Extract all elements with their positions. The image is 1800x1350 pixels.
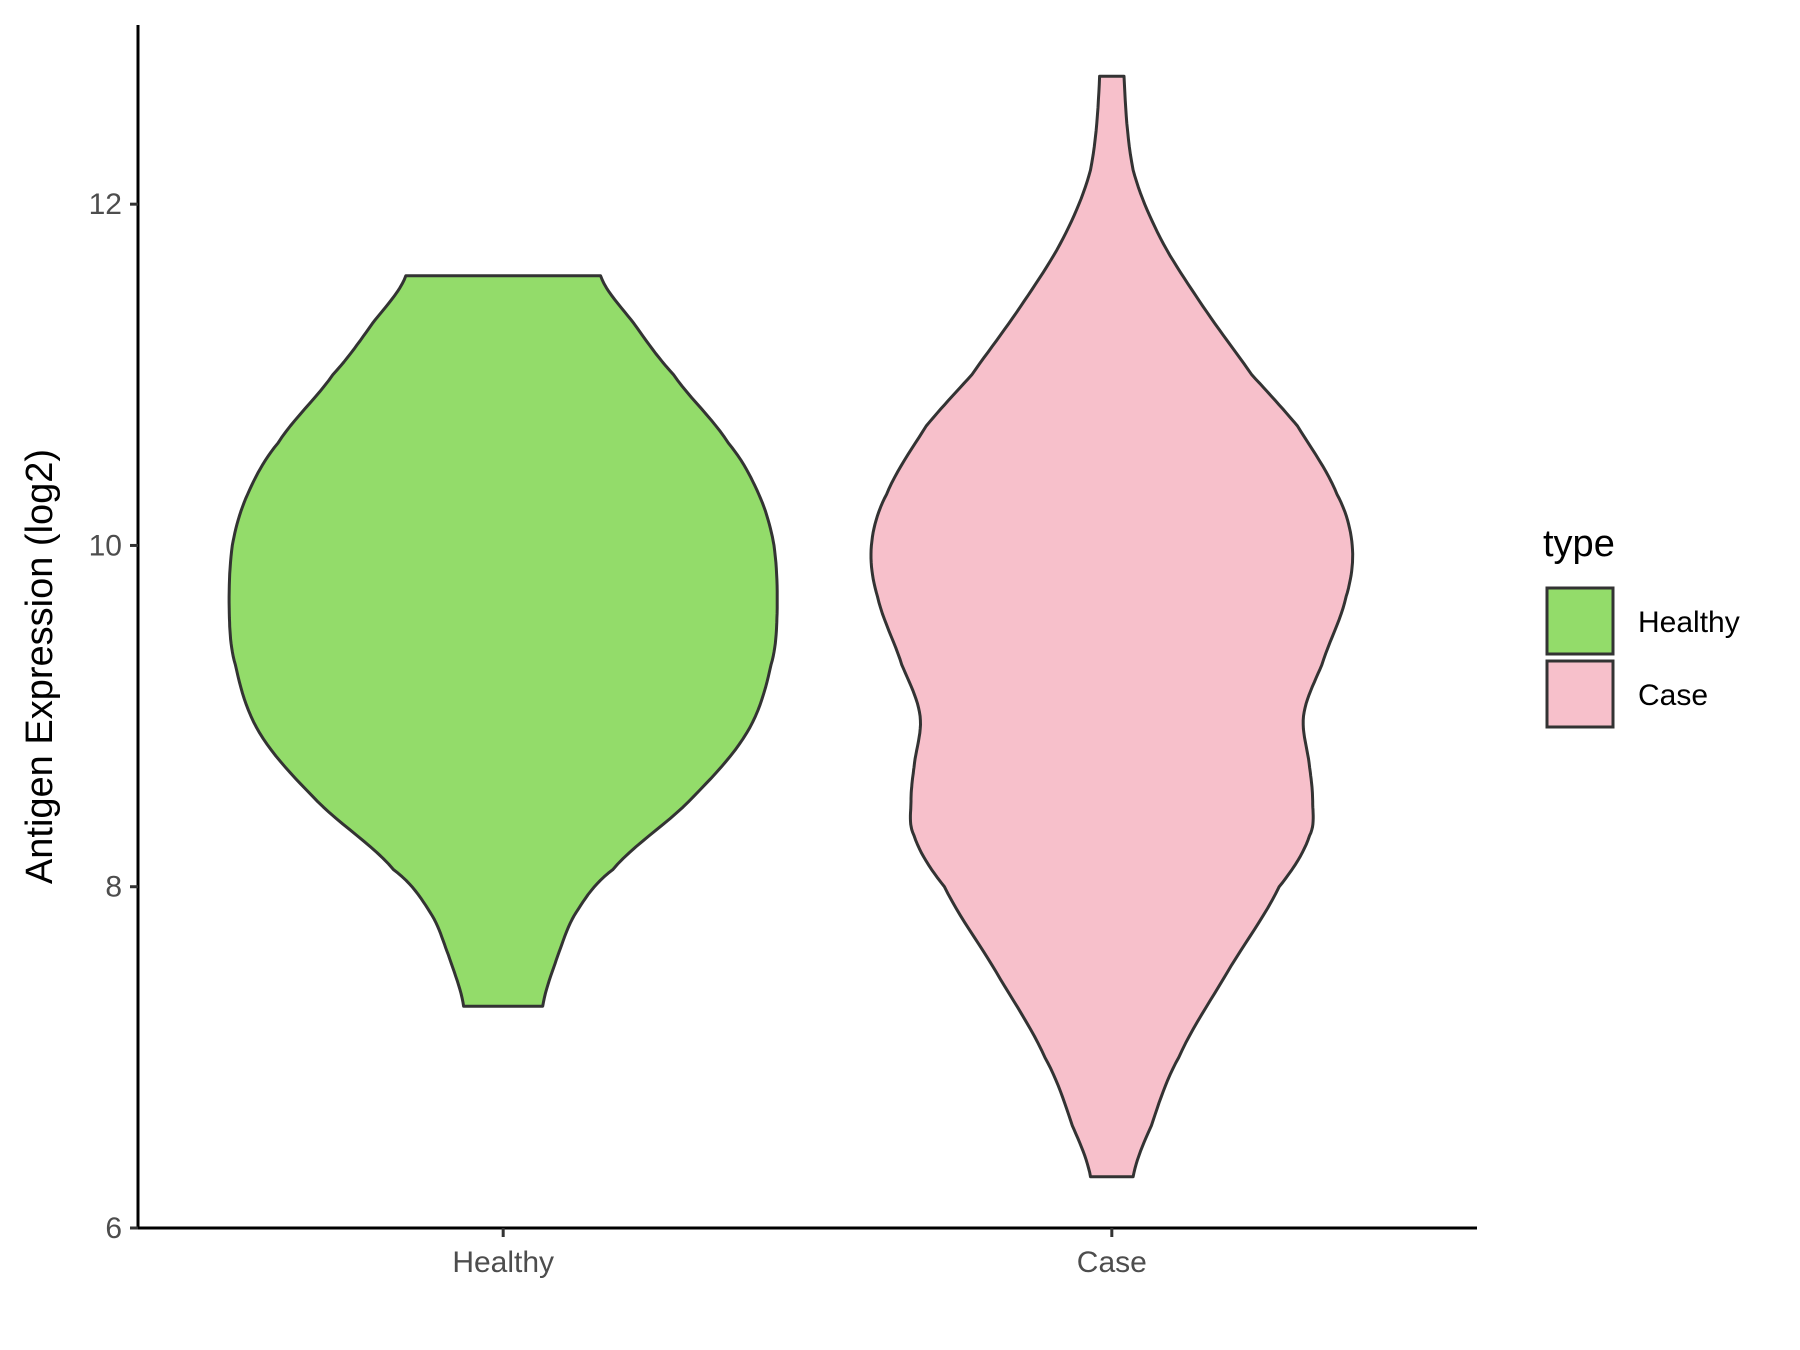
y-tick-label: 6 [105, 1212, 122, 1245]
y-tick-label: 10 [89, 529, 122, 562]
legend-items: Healthy Case [1545, 586, 1740, 729]
y-tick-label: 8 [105, 871, 122, 904]
y-axis-title: Antigen Expression (log2) [19, 449, 61, 884]
violin-layer [227, 74, 1355, 1179]
x-axis-ticks: Healthy Case [452, 1228, 1147, 1279]
legend-label-case: Case [1638, 679, 1708, 712]
legend-swatch-healthy [1545, 586, 1615, 656]
violin-healthy [227, 274, 779, 1008]
x-tick-label: Healthy [452, 1246, 554, 1279]
x-tick-label: Case [1077, 1246, 1147, 1279]
legend-label-healthy: Healthy [1638, 606, 1740, 639]
axes-layer: 6 8 10 12 Healthy Case Antigen Expression (l… [19, 25, 1477, 1279]
y-tick-label: 12 [89, 188, 122, 221]
legend: type Healthy Case [1543, 523, 1740, 729]
legend-swatch-case [1545, 659, 1615, 729]
y-axis-ticks: 6 8 10 12 [89, 188, 138, 1245]
legend-title: type [1543, 523, 1615, 565]
violin-case [869, 74, 1355, 1179]
